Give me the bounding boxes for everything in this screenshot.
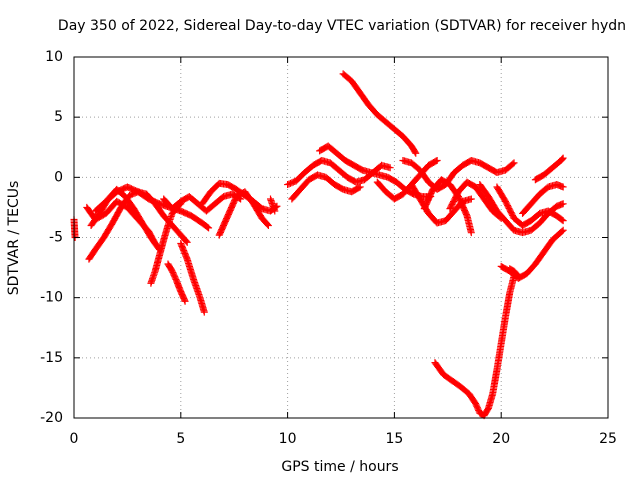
y-tick-label: 5 bbox=[54, 109, 63, 125]
data-point-marker bbox=[200, 308, 208, 316]
data-point-marker bbox=[559, 217, 567, 225]
series-sat-k bbox=[215, 188, 272, 239]
x-tick-label: 15 bbox=[385, 431, 403, 447]
x-tick-label: 25 bbox=[599, 431, 617, 447]
y-axis-label: SDTVAR / TECUs bbox=[6, 181, 22, 296]
data-point-marker bbox=[559, 226, 567, 234]
grid-lines bbox=[74, 57, 608, 418]
data-point-marker bbox=[386, 164, 394, 172]
y-tick-label: -20 bbox=[40, 410, 63, 426]
series-sat-f bbox=[147, 200, 185, 287]
data-point-marker bbox=[433, 156, 441, 164]
data-point-marker bbox=[558, 227, 566, 235]
data-point-marker bbox=[510, 159, 518, 167]
data-point-marker bbox=[355, 184, 363, 192]
series-sat-t bbox=[420, 176, 475, 237]
x-tick-label: 5 bbox=[176, 431, 185, 447]
x-tick-label: 10 bbox=[279, 431, 297, 447]
series-sat-c bbox=[85, 188, 191, 263]
data-point-marker bbox=[264, 221, 272, 229]
data-point-marker bbox=[559, 154, 567, 162]
x-tick-label: 0 bbox=[70, 431, 79, 447]
data-point-marker bbox=[180, 296, 188, 304]
x-axis-label: GPS time / hours bbox=[281, 459, 398, 475]
x-tick-labels: 0 5 10 15 20 25 bbox=[70, 431, 617, 447]
series-sat-aa bbox=[431, 272, 518, 420]
data-point-marker bbox=[509, 160, 517, 168]
y-tick-label: -10 bbox=[40, 290, 63, 306]
series-sat-ab bbox=[506, 265, 522, 280]
data-point-marker bbox=[558, 156, 566, 164]
data-point-marker bbox=[513, 271, 521, 279]
data-point-marker bbox=[559, 183, 567, 191]
data-point-marker bbox=[559, 200, 567, 208]
series-sat-x bbox=[519, 181, 567, 217]
y-tick-label: 0 bbox=[54, 169, 63, 185]
data-point-marker bbox=[514, 272, 522, 280]
data-point-marker bbox=[204, 223, 211, 231]
series-sat-p bbox=[339, 70, 420, 157]
data-point-marker bbox=[356, 183, 364, 191]
x-tick-label: 20 bbox=[492, 431, 510, 447]
data-point-marker bbox=[205, 224, 213, 232]
y-tick-labels: 10 5 0 -5 -10 -15 -20 bbox=[40, 49, 63, 426]
data-point-marker bbox=[271, 207, 279, 215]
y-tick-label: -5 bbox=[49, 230, 63, 246]
axis-ticks bbox=[73, 56, 609, 419]
series-sat-g bbox=[164, 260, 189, 305]
series-sat-n bbox=[288, 171, 364, 203]
series-sat-u bbox=[446, 178, 505, 222]
data-points bbox=[70, 70, 567, 420]
data-point-marker bbox=[412, 149, 420, 157]
data-point-marker bbox=[182, 237, 190, 245]
series-sat-y bbox=[531, 154, 567, 184]
y-tick-label: -15 bbox=[40, 350, 63, 366]
data-point-marker bbox=[183, 238, 191, 246]
data-point-marker bbox=[263, 220, 271, 228]
data-point-marker bbox=[467, 195, 475, 203]
series-sat-h bbox=[177, 240, 208, 316]
y-tick-label: 10 bbox=[45, 49, 63, 65]
data-point-marker bbox=[181, 297, 189, 305]
data-point-marker bbox=[432, 157, 440, 165]
series-sat-l bbox=[267, 195, 279, 215]
data-point-marker bbox=[558, 216, 566, 224]
data-point-marker bbox=[558, 155, 566, 163]
series-sat-w bbox=[493, 183, 567, 229]
chart-title: Day 350 of 2022, Sidereal Day-to-day VTE… bbox=[58, 18, 626, 34]
series-sat-m bbox=[284, 156, 394, 189]
series-sat-z bbox=[497, 226, 567, 282]
data-point-marker bbox=[467, 229, 475, 237]
data-point-marker bbox=[411, 148, 419, 156]
